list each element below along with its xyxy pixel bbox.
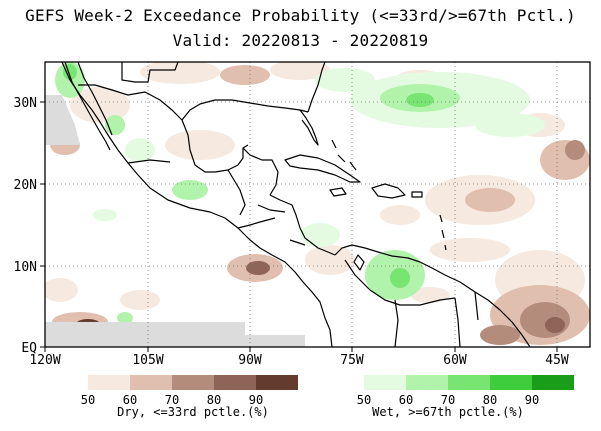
wet-swatch-80 bbox=[490, 375, 532, 390]
lat-label: 30N bbox=[14, 96, 37, 111]
dry-swatch-70 bbox=[172, 375, 214, 390]
lon-label: 90W bbox=[238, 353, 262, 368]
wet-tick: 60 bbox=[399, 393, 413, 407]
axis-ticks bbox=[40, 101, 558, 352]
missing-data-areas bbox=[45, 95, 305, 347]
dry-swatch-50 bbox=[88, 375, 130, 390]
lat-label: EQ bbox=[21, 341, 37, 356]
map-frame bbox=[44, 61, 591, 348]
graticule bbox=[45, 62, 590, 347]
dry-tick: 80 bbox=[207, 393, 221, 407]
dry-swatch-60 bbox=[130, 375, 172, 390]
wet-swatch-50 bbox=[364, 375, 406, 390]
lon-label: 120W bbox=[29, 353, 60, 368]
dry-swatch-80 bbox=[214, 375, 256, 390]
map-area bbox=[45, 62, 590, 347]
wet-colorbar: 50 60 70 80 90 Wet, >=67th pctle.(%) bbox=[357, 375, 574, 419]
lon-label: 60W bbox=[443, 353, 467, 368]
valid-dates: Valid: 20220813 - 20220819 bbox=[172, 31, 429, 50]
wet-caption: Wet, >=67th pctle.(%) bbox=[372, 405, 524, 419]
lon-label: 105W bbox=[132, 353, 163, 368]
latitude-labels: 30N 20N 10N EQ bbox=[14, 96, 38, 356]
lat-label: 20N bbox=[14, 178, 37, 193]
wet-tick: 80 bbox=[483, 393, 497, 407]
dry-tick: 60 bbox=[123, 393, 137, 407]
map-title: GEFS Week-2 Exceedance Probability (<=33… bbox=[25, 6, 576, 25]
dry-swatch-90 bbox=[256, 375, 298, 390]
wet-tick: 70 bbox=[441, 393, 455, 407]
dry-tick: 70 bbox=[165, 393, 179, 407]
dry-tick: 90 bbox=[249, 393, 263, 407]
dry-colorbar: 50 60 70 80 90 Dry, <=33rd pctle.(%) bbox=[81, 375, 298, 419]
lat-label: 10N bbox=[14, 260, 37, 275]
wet-swatch-60 bbox=[406, 375, 448, 390]
wet-swatch-70 bbox=[448, 375, 490, 390]
dry-caption: Dry, <=33rd pctle.(%) bbox=[117, 405, 269, 419]
dry-tick: 50 bbox=[81, 393, 95, 407]
wet-swatch-90 bbox=[532, 375, 574, 390]
lon-label: 75W bbox=[340, 353, 364, 368]
wet-tick: 50 bbox=[357, 393, 371, 407]
lon-label: 45W bbox=[545, 353, 569, 368]
wet-tick: 90 bbox=[525, 393, 539, 407]
coastlines bbox=[61, 62, 531, 347]
longitude-labels: 120W 105W 90W 75W 60W 45W bbox=[29, 353, 569, 368]
wet-probability-areas bbox=[55, 62, 545, 324]
